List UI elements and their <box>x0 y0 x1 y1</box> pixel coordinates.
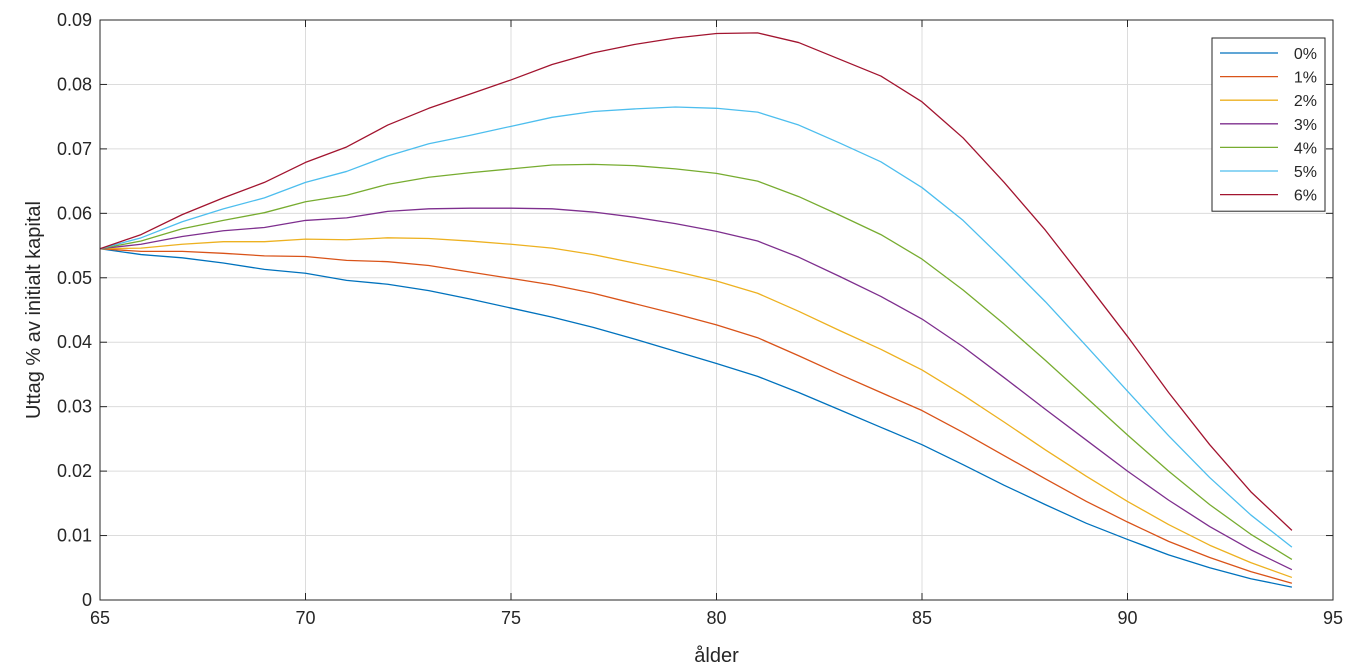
legend-entry-label: 4% <box>1294 140 1317 157</box>
y-tick-label: 0.04 <box>57 332 92 352</box>
y-axis-label: Uttag % av initialt kapital <box>23 201 45 419</box>
axis-ticks: 65 70 75 80 85 90 95 0 0.01 0.02 0.03 0.04 0.05 0.06 0… <box>57 10 1343 628</box>
x-tick-label: 85 <box>912 608 932 628</box>
legend: 0% 1% 2% 3% 4% 5% 6% <box>1211 37 1326 212</box>
series-line-4 <box>99 163 1293 560</box>
series-line-6 <box>99 32 1293 531</box>
y-tick-label: 0.05 <box>57 268 92 288</box>
x-tick-label: 65 <box>90 608 110 628</box>
legend-entry-label: 0% <box>1294 46 1317 63</box>
y-tick-label: 0 <box>82 590 92 610</box>
y-tick-label: 0.09 <box>57 10 92 30</box>
series-line-5 <box>99 106 1293 548</box>
series-line-3 <box>99 207 1293 571</box>
series-line-1 <box>99 248 1293 584</box>
series-line-2 <box>99 237 1293 579</box>
y-tick-label: 0.07 <box>57 139 92 159</box>
series-lines <box>99 32 1293 588</box>
series-line-0 <box>99 248 1293 588</box>
x-axis-label: ålder <box>694 645 739 667</box>
legend-entry-label: 5% <box>1294 164 1317 181</box>
legend-entry-label: 2% <box>1294 93 1317 110</box>
legend-entry-label: 1% <box>1294 70 1317 87</box>
legend-box <box>1211 37 1326 212</box>
y-tick-label: 0.01 <box>57 526 92 546</box>
x-tick-label: 95 <box>1323 608 1343 628</box>
x-tick-label: 75 <box>501 608 521 628</box>
x-tick-label: 90 <box>1117 608 1137 628</box>
y-tick-label: 0.02 <box>57 461 92 481</box>
legend-entry-label: 6% <box>1294 188 1317 205</box>
y-tick-label: 0.08 <box>57 74 92 94</box>
y-tick-label: 0.03 <box>57 397 92 417</box>
x-tick-label: 80 <box>706 608 726 628</box>
x-tick-label: 70 <box>295 608 315 628</box>
legend-entry-label: 3% <box>1294 117 1317 134</box>
y-tick-label: 0.06 <box>57 203 92 223</box>
